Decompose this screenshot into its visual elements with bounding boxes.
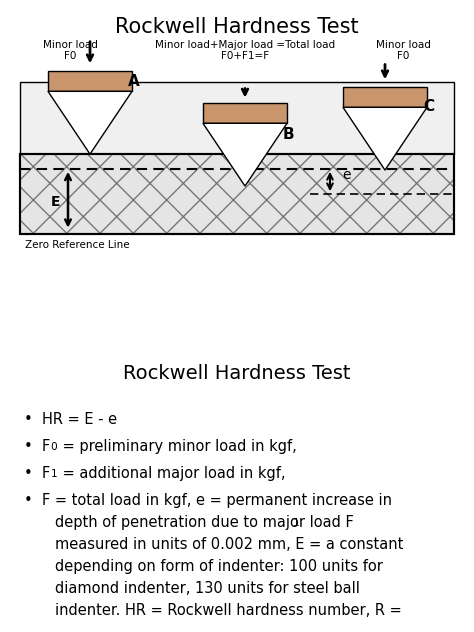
Text: C: C [423, 99, 434, 114]
Text: 1: 1 [51, 469, 57, 479]
Polygon shape [203, 103, 287, 123]
Text: E: E [51, 195, 61, 209]
Text: Minor load+Major load =Total load: Minor load+Major load =Total load [155, 40, 335, 50]
Polygon shape [343, 87, 427, 107]
Text: A: A [128, 73, 140, 88]
Polygon shape [48, 92, 132, 154]
Text: 1: 1 [293, 518, 300, 528]
Text: e: e [342, 167, 350, 181]
Polygon shape [203, 123, 287, 186]
Text: •: • [24, 466, 32, 481]
Text: Minor load: Minor load [375, 40, 430, 50]
Text: = additional major load in kgf,: = additional major load in kgf, [58, 466, 285, 481]
Text: B: B [283, 127, 295, 142]
Text: F: F [42, 439, 50, 454]
Text: F0: F0 [397, 51, 409, 61]
Polygon shape [20, 154, 454, 234]
Polygon shape [343, 107, 427, 170]
Text: •: • [24, 439, 32, 454]
Text: Minor load: Minor load [43, 40, 98, 50]
Text: Zero Reference Line: Zero Reference Line [25, 240, 129, 250]
Text: HR = E - e: HR = E - e [42, 412, 117, 427]
Polygon shape [48, 71, 132, 92]
Text: F0+F1=F: F0+F1=F [221, 51, 269, 61]
Text: = preliminary minor load in kgf,: = preliminary minor load in kgf, [58, 439, 297, 454]
Text: F0: F0 [64, 51, 76, 61]
Text: F = total load in kgf, e = permanent increase in: F = total load in kgf, e = permanent inc… [42, 493, 392, 508]
Text: •: • [24, 412, 32, 427]
Text: 0: 0 [51, 442, 57, 452]
Text: •: • [24, 493, 32, 508]
Text: Rockwell Hardness Test: Rockwell Hardness Test [115, 17, 359, 37]
Polygon shape [20, 82, 454, 154]
Text: diamond indenter, 130 units for steel ball: diamond indenter, 130 units for steel ba… [55, 581, 360, 596]
Text: depending on form of indenter: 100 units for: depending on form of indenter: 100 units… [55, 559, 383, 574]
Text: F: F [42, 466, 50, 481]
Text: depth of penetration due to major load F: depth of penetration due to major load F [55, 515, 354, 530]
Text: indenter. HR = Rockwell hardness number, R =: indenter. HR = Rockwell hardness number,… [55, 603, 402, 618]
Text: measured in units of 0.002 mm, E = a constant: measured in units of 0.002 mm, E = a con… [55, 537, 403, 552]
Text: Rockwell Hardness Test: Rockwell Hardness Test [123, 364, 351, 383]
